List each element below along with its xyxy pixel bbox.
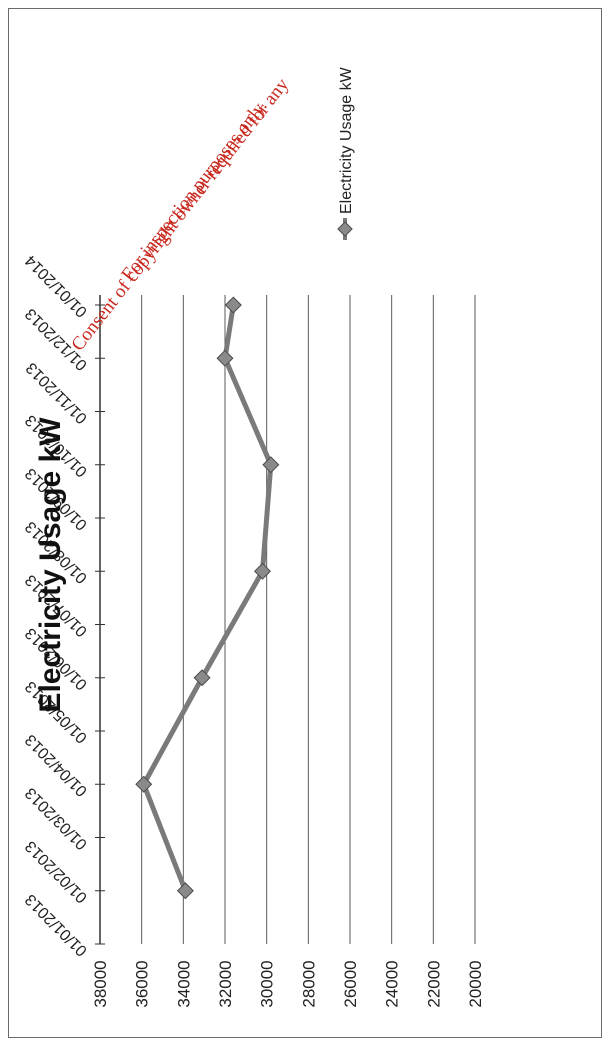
y-tick-label: 38000	[91, 960, 110, 1007]
data-point	[262, 456, 280, 474]
series-line	[141, 304, 274, 892]
data-point	[216, 349, 234, 367]
watermark-line-2: Consent of copyright owner required for …	[67, 74, 293, 355]
chart-frame	[8, 8, 602, 1038]
data-point	[224, 296, 242, 314]
y-tick-label: 28000	[299, 960, 318, 1007]
y-tick-label: 32000	[216, 960, 235, 1007]
y-tick-label: 36000	[133, 960, 152, 1007]
legend-swatch-marker	[337, 221, 353, 237]
y-tick-label: 30000	[258, 960, 277, 1007]
legend-label: Electricity Usage kW	[338, 66, 355, 214]
y-tick-label: 26000	[341, 960, 360, 1007]
data-point	[135, 775, 153, 793]
y-tick-label: 20000	[466, 960, 485, 1007]
data-point	[193, 669, 211, 687]
y-tick-label: 22000	[424, 960, 443, 1007]
data-point	[176, 882, 194, 900]
y-tick-label: 34000	[174, 960, 193, 1007]
chart-title: Electricity Usage kW	[34, 417, 67, 713]
data-point	[254, 562, 271, 580]
y-tick-label: 24000	[383, 960, 402, 1007]
